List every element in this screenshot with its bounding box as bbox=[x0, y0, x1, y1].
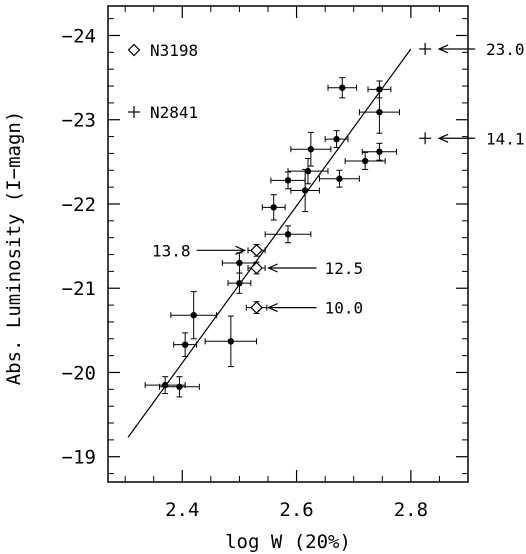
annotation-arrow-head bbox=[267, 303, 278, 313]
y-axis-label: Abs. Luminosity (I−magn) bbox=[3, 111, 25, 386]
annotation-label: 13.8 bbox=[152, 241, 191, 260]
data-point bbox=[301, 187, 309, 194]
data-point-group bbox=[204, 315, 258, 368]
diamond-point bbox=[250, 243, 263, 257]
legend-entry: N3198 bbox=[127, 41, 198, 60]
data-point-group bbox=[158, 376, 200, 398]
data-point bbox=[376, 108, 383, 116]
y-tick-label: −22 bbox=[62, 194, 96, 216]
data-point-group bbox=[327, 77, 358, 99]
data-point-group bbox=[419, 132, 432, 145]
data-point-group bbox=[247, 243, 266, 257]
diamond-point bbox=[250, 301, 263, 314]
annotation-label: 23.0 bbox=[486, 40, 525, 59]
plot-frame bbox=[107, 5, 469, 483]
data-point-group bbox=[419, 42, 432, 55]
x-tick-label: 2.8 bbox=[394, 499, 428, 521]
y-tick-label: −23 bbox=[62, 110, 96, 132]
annotation-group: 13.8 bbox=[152, 241, 247, 260]
annotation-group: 10.0 bbox=[267, 299, 364, 318]
legend-label: N2841 bbox=[150, 103, 198, 122]
annotation-group: 12.5 bbox=[267, 259, 364, 278]
data-point bbox=[181, 341, 189, 348]
data-point-group bbox=[173, 332, 198, 357]
data-point bbox=[190, 311, 197, 319]
annotation-arrow-head bbox=[437, 44, 449, 54]
data-point bbox=[333, 135, 340, 143]
data-point-group bbox=[221, 252, 258, 274]
annotation-arrow-head bbox=[437, 133, 449, 143]
data-point-group bbox=[290, 168, 320, 213]
x-tick-label: 2.6 bbox=[279, 499, 313, 521]
data-point bbox=[304, 167, 312, 175]
legend-entry: N2841 bbox=[128, 103, 198, 122]
data-point-group bbox=[261, 194, 286, 221]
data-point-group bbox=[247, 261, 266, 275]
fit-line bbox=[127, 48, 412, 438]
annotation-arrow-head bbox=[267, 263, 278, 273]
data-point-group bbox=[270, 171, 306, 190]
data-point bbox=[307, 146, 315, 153]
data-point-group bbox=[264, 225, 312, 244]
legend-label: N3198 bbox=[150, 41, 198, 60]
annotation-label: 14.1 bbox=[486, 129, 525, 148]
legend-diamond-marker bbox=[127, 43, 141, 57]
x-tick-label: 2.4 bbox=[165, 499, 199, 521]
data-point bbox=[361, 157, 369, 165]
data-point-group bbox=[358, 90, 400, 134]
data-point-group bbox=[318, 169, 360, 188]
data-point bbox=[336, 175, 343, 182]
y-tick-label: −24 bbox=[62, 25, 96, 47]
y-tick-label: −21 bbox=[62, 278, 96, 300]
data-point-group bbox=[344, 152, 386, 170]
data-point-group bbox=[170, 291, 218, 340]
annotation-label: 10.0 bbox=[325, 299, 364, 318]
data-point bbox=[161, 381, 169, 389]
y-tick-label: −19 bbox=[62, 447, 96, 469]
annotation-arrow-head bbox=[235, 245, 247, 255]
data-point-group bbox=[245, 301, 268, 315]
data-point bbox=[236, 259, 243, 267]
data-point bbox=[270, 204, 277, 211]
data-point bbox=[376, 148, 383, 155]
data-point-group bbox=[324, 130, 349, 149]
annotation-label: 12.5 bbox=[325, 259, 364, 278]
data-point-group bbox=[227, 272, 252, 294]
annotation-group: 23.0 bbox=[437, 40, 525, 59]
data-point bbox=[339, 84, 346, 91]
data-point bbox=[284, 177, 292, 184]
data-point bbox=[176, 383, 183, 390]
data-point bbox=[236, 279, 243, 287]
annotation-group: 14.1 bbox=[437, 129, 525, 148]
data-point bbox=[284, 231, 292, 238]
x-axis-label: log W (20%) bbox=[225, 531, 351, 553]
diamond-point bbox=[250, 261, 263, 275]
y-tick-label: −20 bbox=[62, 362, 96, 384]
data-point-group bbox=[361, 142, 398, 161]
data-point bbox=[227, 338, 235, 345]
data-point-group bbox=[290, 131, 332, 167]
